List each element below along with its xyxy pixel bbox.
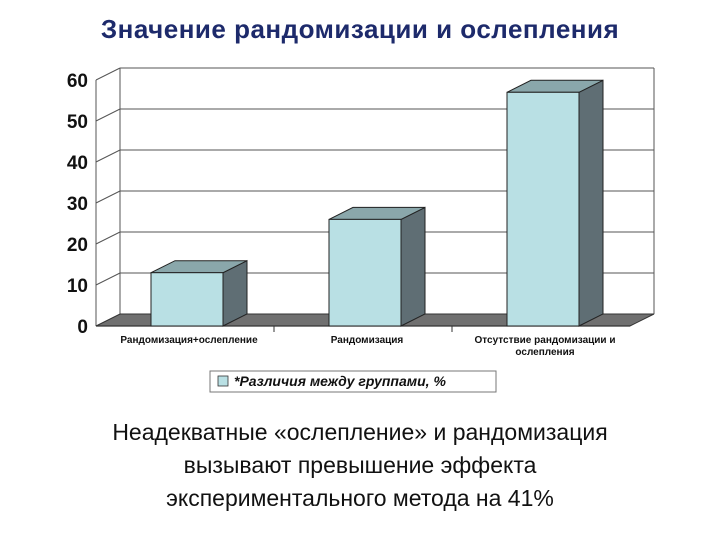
legend-box bbox=[209, 370, 497, 393]
bar-side bbox=[400, 206, 426, 327]
gridline bbox=[95, 190, 121, 204]
y-tick-label: 50 bbox=[67, 112, 88, 133]
gridline bbox=[95, 272, 121, 286]
gridline bbox=[95, 149, 121, 163]
slide-caption: Неадекватные «ослепление» и рандомизация… bbox=[20, 416, 700, 515]
y-tick-label: 60 bbox=[67, 71, 88, 92]
bar bbox=[150, 272, 224, 327]
y-tick-label: 0 bbox=[77, 317, 88, 338]
bar bbox=[506, 91, 580, 327]
caption-line: вызывают превышение эффекта bbox=[183, 452, 537, 478]
caption-line: Неадекватные «ослепление» и рандомизация bbox=[112, 419, 608, 445]
gridline bbox=[95, 108, 121, 122]
gridline bbox=[95, 231, 121, 245]
x-tick-label: ослепления bbox=[515, 347, 574, 358]
y-tick-label: 30 bbox=[67, 194, 88, 215]
bar bbox=[328, 218, 402, 327]
y-tick-label: 20 bbox=[67, 235, 88, 256]
y-axis-ticks: 0 10 20 30 40 50 60 bbox=[67, 71, 88, 338]
x-tick-label: Рандомизация+ослепление bbox=[120, 335, 258, 346]
y-tick-label: 10 bbox=[67, 276, 88, 297]
bar-side bbox=[578, 79, 604, 327]
gridline bbox=[95, 67, 121, 81]
x-axis-labels: Рандомизация+ослепление Рандомизация Отсут… bbox=[120, 326, 616, 358]
bars bbox=[150, 79, 604, 327]
slide-title: Значение рандомизации и ослепления bbox=[100, 14, 620, 44]
gridlines bbox=[95, 67, 655, 326]
legend-swatch bbox=[217, 375, 229, 387]
x-tick-label: Отсутствие рандомизации и bbox=[475, 335, 616, 346]
legend: *Различия между группами, % bbox=[209, 370, 497, 393]
y-tick-label: 40 bbox=[67, 153, 88, 174]
x-tick-label: Рандомизация bbox=[331, 335, 404, 346]
caption-line: экспериментального метода на 41% bbox=[166, 485, 554, 511]
legend-entry: *Различия между группами, % bbox=[234, 373, 446, 389]
